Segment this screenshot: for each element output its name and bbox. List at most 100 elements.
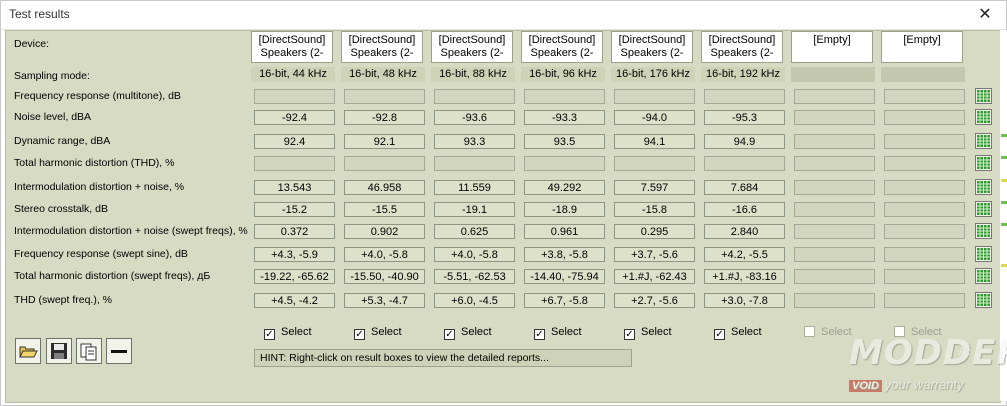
graph-button[interactable]	[975, 201, 992, 217]
result-cell[interactable]	[884, 134, 965, 149]
open-button[interactable]	[15, 338, 41, 364]
result-cell[interactable]	[614, 156, 695, 171]
result-cell[interactable]: 93.3	[434, 134, 515, 149]
result-cell[interactable]: -15.50, -40.90	[344, 269, 425, 284]
result-cell[interactable]: +3.7, -5.6	[614, 247, 695, 262]
result-cell[interactable]: -19.1	[434, 202, 515, 217]
result-cell[interactable]: -15.8	[614, 202, 695, 217]
result-cell[interactable]	[794, 224, 875, 239]
select-checkbox[interactable]: ✓ Select	[444, 325, 492, 340]
result-cell[interactable]	[884, 156, 965, 171]
result-cell[interactable]: 7.597	[614, 180, 695, 195]
result-cell[interactable]: 46.958	[344, 180, 425, 195]
result-cell[interactable]	[794, 89, 875, 104]
result-cell[interactable]: 0.295	[614, 224, 695, 239]
result-cell[interactable]: 11.559	[434, 180, 515, 195]
result-cell[interactable]: -94.0	[614, 110, 695, 125]
result-cell[interactable]	[794, 134, 875, 149]
select-checkbox[interactable]: ✓ Select	[264, 325, 312, 340]
device-box[interactable]: [Empty]	[791, 31, 873, 63]
result-cell[interactable]	[344, 89, 425, 104]
device-box[interactable]: [DirectSound] Speakers (2-	[611, 31, 693, 63]
select-checkbox[interactable]: ✓ Select	[624, 325, 672, 340]
result-cell[interactable]: 94.9	[704, 134, 785, 149]
result-cell[interactable]: 93.5	[524, 134, 605, 149]
result-cell[interactable]: +2.7, -5.6	[614, 293, 695, 308]
save-button[interactable]	[46, 338, 72, 364]
device-box[interactable]: [DirectSound] Speakers (2-	[701, 31, 783, 63]
result-cell[interactable]	[794, 110, 875, 125]
device-box[interactable]: [DirectSound] Speakers (2-	[251, 31, 333, 63]
result-cell[interactable]: 0.902	[344, 224, 425, 239]
graph-button[interactable]	[975, 133, 992, 149]
result-cell[interactable]: +3.8, -5.8	[524, 247, 605, 262]
graph-button[interactable]	[975, 223, 992, 239]
result-cell[interactable]: +1.#J, -83.16	[704, 269, 785, 284]
device-box[interactable]: [DirectSound] Speakers (2-	[341, 31, 423, 63]
result-cell[interactable]	[884, 293, 965, 308]
result-cell[interactable]: +6.7, -5.8	[524, 293, 605, 308]
result-cell[interactable]	[884, 247, 965, 262]
result-cell[interactable]: +1.#J, -62.43	[614, 269, 695, 284]
result-cell[interactable]	[794, 202, 875, 217]
result-cell[interactable]: -95.3	[704, 110, 785, 125]
select-checkbox[interactable]: ✓ Select	[534, 325, 582, 340]
result-cell[interactable]	[884, 224, 965, 239]
result-cell[interactable]: 92.1	[344, 134, 425, 149]
result-cell[interactable]: +6.0, -4.5	[434, 293, 515, 308]
result-cell[interactable]	[884, 269, 965, 284]
graph-button[interactable]	[975, 88, 992, 104]
graph-button[interactable]	[975, 179, 992, 195]
result-cell[interactable]	[794, 247, 875, 262]
device-box[interactable]: [DirectSound] Speakers (2-	[521, 31, 603, 63]
result-cell[interactable]: -93.6	[434, 110, 515, 125]
result-cell[interactable]: +4.3, -5.9	[254, 247, 335, 262]
result-cell[interactable]: 92.4	[254, 134, 335, 149]
result-cell[interactable]: +4.0, -5.8	[434, 247, 515, 262]
device-box[interactable]: [Empty]	[881, 31, 963, 63]
result-cell[interactable]: -92.4	[254, 110, 335, 125]
result-cell[interactable]: -15.2	[254, 202, 335, 217]
result-cell[interactable]	[794, 269, 875, 284]
copy-button[interactable]	[76, 338, 102, 364]
result-cell[interactable]	[794, 156, 875, 171]
result-cell[interactable]: +5.3, -4.7	[344, 293, 425, 308]
result-cell[interactable]: -93.3	[524, 110, 605, 125]
graph-button[interactable]	[975, 292, 992, 308]
result-cell[interactable]: 94.1	[614, 134, 695, 149]
result-cell[interactable]: 13.543	[254, 180, 335, 195]
result-cell[interactable]	[434, 156, 515, 171]
graph-button[interactable]	[975, 155, 992, 171]
graph-button[interactable]	[975, 246, 992, 262]
result-cell[interactable]	[614, 89, 695, 104]
result-cell[interactable]: 2.840	[704, 224, 785, 239]
result-cell[interactable]: 49.292	[524, 180, 605, 195]
result-cell[interactable]	[344, 156, 425, 171]
result-cell[interactable]	[704, 89, 785, 104]
select-checkbox[interactable]: ✓ Select	[354, 325, 402, 340]
remove-button[interactable]	[106, 338, 132, 364]
result-cell[interactable]: -19.22, -65.62	[254, 269, 335, 284]
result-cell[interactable]	[524, 89, 605, 104]
result-cell[interactable]	[254, 156, 335, 171]
result-cell[interactable]: -5.51, -62.53	[434, 269, 515, 284]
result-cell[interactable]: +4.5, -4.2	[254, 293, 335, 308]
result-cell[interactable]: 0.625	[434, 224, 515, 239]
result-cell[interactable]	[794, 180, 875, 195]
close-button[interactable]: ✕	[978, 6, 992, 23]
result-cell[interactable]: -92.8	[344, 110, 425, 125]
result-cell[interactable]	[434, 89, 515, 104]
result-cell[interactable]: -14.40, -75.94	[524, 269, 605, 284]
result-cell[interactable]	[884, 202, 965, 217]
result-cell[interactable]: -16.6	[704, 202, 785, 217]
device-box[interactable]: [DirectSound] Speakers (2-	[431, 31, 513, 63]
select-checkbox[interactable]: ✓ Select	[714, 325, 762, 340]
result-cell[interactable]	[254, 89, 335, 104]
result-cell[interactable]: -15.5	[344, 202, 425, 217]
result-cell[interactable]: +3.0, -7.8	[704, 293, 785, 308]
result-cell[interactable]: 7.684	[704, 180, 785, 195]
result-cell[interactable]	[704, 156, 785, 171]
result-cell[interactable]	[884, 110, 965, 125]
graph-button[interactable]	[975, 268, 992, 284]
result-cell[interactable]	[884, 180, 965, 195]
